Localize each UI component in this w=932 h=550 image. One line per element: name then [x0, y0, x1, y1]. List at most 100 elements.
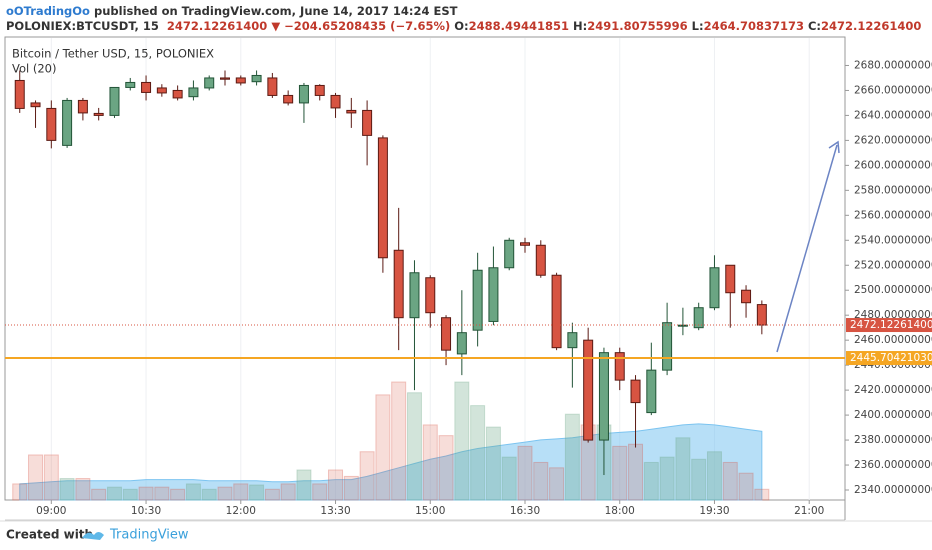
- volume-bar: [675, 437, 691, 501]
- y-tick-label: 2640.00000000: [854, 109, 932, 121]
- symbol-line: POLONIEX:BTCUSDT, 15 2472.12261400 ▼ −204.…: [6, 19, 921, 33]
- volume-bar: [549, 467, 565, 501]
- candle-body: [314, 84, 325, 96]
- candle-body: [393, 249, 404, 319]
- candles: [14, 70, 767, 476]
- x-tick-label: 09:00: [36, 505, 66, 517]
- change: ▼ −204.65208435 (−7.65%): [271, 19, 450, 33]
- brand: TradingView: [109, 528, 189, 543]
- candle-body: [30, 102, 41, 108]
- volume-bar: [343, 475, 359, 501]
- candle-body: [362, 109, 373, 136]
- y-tick-label: 2460.00000000: [854, 334, 932, 346]
- candle-body: [62, 99, 73, 146]
- volume-bar: [233, 483, 249, 501]
- y-tick-label: 2600.00000000: [854, 159, 932, 171]
- header-line: oOTradingOo published on TradingView.com…: [6, 4, 458, 18]
- volume-bar: [154, 486, 170, 501]
- y-tick-label: 2360.00000000: [854, 459, 932, 471]
- candle-body: [267, 77, 278, 96]
- candle-body: [551, 274, 562, 349]
- volume-bar: [296, 469, 312, 501]
- candle-body: [425, 277, 436, 314]
- candle-body: [141, 81, 152, 93]
- volume-bar: [391, 381, 407, 501]
- y-tick-label: 2400.00000000: [854, 409, 932, 421]
- candle-body: [235, 77, 246, 84]
- volume-bar: [754, 488, 770, 501]
- volume: [12, 381, 770, 501]
- volume-bar: [201, 488, 217, 501]
- candle-body: [741, 289, 752, 304]
- y-tick-label: 2520.00000000: [854, 259, 932, 271]
- x-tick-label: 18:00: [605, 505, 635, 517]
- candle-body: [441, 317, 452, 351]
- x-tick-label: 15:00: [415, 505, 445, 517]
- x-tick-label: 13:30: [320, 505, 350, 517]
- volume-label: Vol (20): [12, 62, 56, 76]
- candle-body: [330, 94, 341, 109]
- x-tick-label: 10:30: [131, 505, 161, 517]
- brand-logo: [82, 532, 104, 540]
- volume-bar: [738, 472, 754, 501]
- h-value: 2491.80755996: [587, 19, 687, 33]
- candle-body: [377, 137, 388, 259]
- candle-body: [220, 77, 230, 80]
- c-value: 2472.12261400: [821, 19, 921, 33]
- volume-bar: [517, 445, 533, 501]
- candle-body: [156, 87, 167, 94]
- candle-body: [204, 77, 215, 89]
- volume-bar: [564, 413, 580, 501]
- volume-bar: [691, 458, 707, 501]
- volume-bar: [628, 443, 644, 501]
- l-label: L:: [692, 19, 704, 33]
- published: published on TradingView.com, June 14, 2…: [90, 4, 458, 18]
- candle-body: [472, 269, 483, 331]
- volume-bar: [375, 394, 391, 501]
- candle-body: [756, 304, 767, 326]
- candle-body: [535, 244, 546, 276]
- volume-bar: [12, 483, 28, 501]
- volume-bar: [264, 488, 280, 501]
- y-tick-label: 2680.00000000: [854, 59, 932, 71]
- volume-bar: [422, 424, 438, 501]
- candle-body: [709, 267, 720, 309]
- arrow-head: [828, 140, 840, 154]
- x-tick-label: 12:00: [226, 505, 256, 517]
- candle-body: [520, 242, 530, 246]
- volume-bar: [643, 461, 659, 501]
- axes: 2340.00000000 2360.00000000 2380.00000000 2…: [36, 59, 932, 517]
- volume-bar: [706, 451, 722, 501]
- candle-body: [662, 322, 673, 371]
- price-label-box: [846, 318, 932, 333]
- symbol: POLONIEX:BTCUSDT, 15: [6, 19, 159, 33]
- candle-body: [14, 79, 25, 109]
- y-tick-label: 2580.00000000: [854, 184, 932, 196]
- l-value: 2464.70837173: [704, 19, 804, 33]
- volume-bar: [249, 484, 265, 501]
- candle-body: [409, 272, 420, 319]
- volume-bar: [328, 469, 344, 501]
- volume-bar: [359, 451, 375, 501]
- candle-body: [504, 239, 515, 269]
- volume-bar: [406, 392, 422, 501]
- candle-body: [46, 107, 57, 141]
- candle-body: [677, 324, 688, 327]
- volume-bar: [217, 486, 233, 501]
- volume-bar: [59, 478, 75, 501]
- candle-body: [125, 81, 136, 88]
- o-label: O:: [454, 19, 468, 33]
- volume-bar: [75, 478, 91, 501]
- created-with: Created with: [6, 528, 93, 542]
- y-tick-label: 2500.00000000: [854, 284, 932, 296]
- c-label: C:: [808, 19, 821, 33]
- candle-body: [725, 264, 736, 294]
- last-price: 2472.12261400: [167, 19, 267, 33]
- volume-bar: [438, 435, 454, 501]
- volume-bar: [612, 445, 628, 501]
- price-label: 2445.70421030: [850, 352, 932, 364]
- volume-bar: [28, 454, 44, 501]
- candle-body: [598, 352, 609, 441]
- h-label: H:: [573, 19, 587, 33]
